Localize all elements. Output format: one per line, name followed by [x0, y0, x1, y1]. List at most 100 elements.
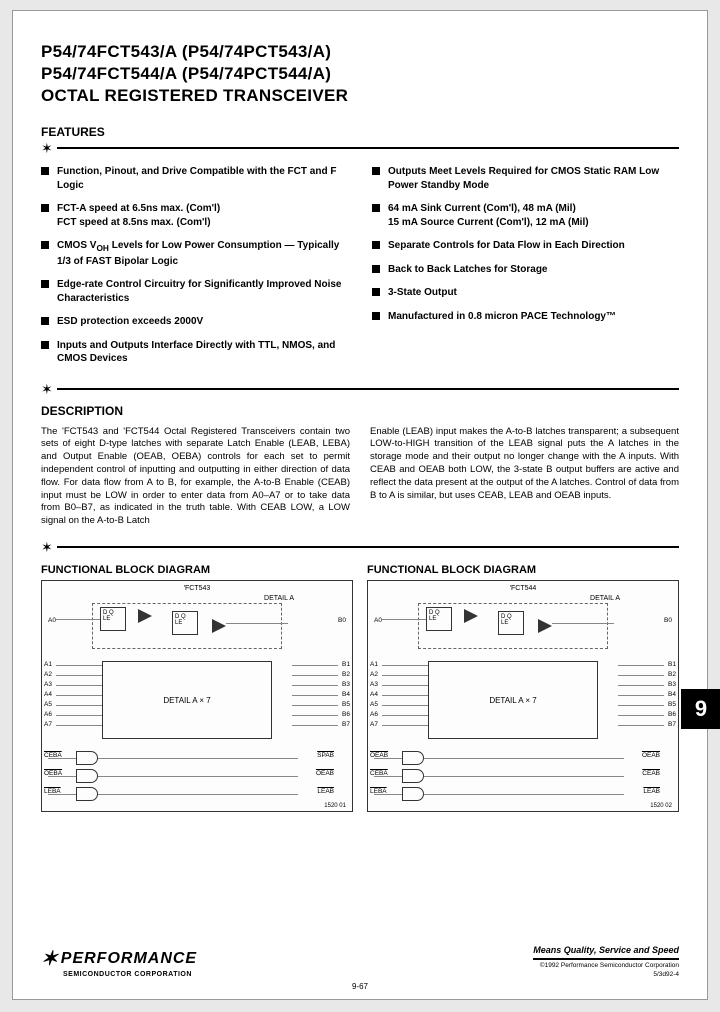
feature-text: 64 mA Sink Current (Com'l), 48 mA (Mil)1… [388, 202, 679, 229]
bullet-icon [41, 167, 49, 175]
features-heading: FEATURES [41, 125, 679, 139]
pin-line [56, 715, 102, 716]
pin-label: B2 [342, 671, 350, 678]
diagram-left-box: 'FCT543DETAIL AD QLED QLEDETAIL A × 7A0A… [41, 580, 353, 812]
feature-text: Manufactured in 0.8 micron PACE Technolo… [388, 310, 679, 324]
diagram-left-column: FUNCTIONAL BLOCK DIAGRAM 'FCT543DETAIL A… [41, 564, 353, 812]
pin-label: B0 [664, 617, 672, 624]
wire [382, 619, 426, 620]
page-title: P54/74FCT543/A (P54/74PCT543/A) P54/74FC… [41, 41, 679, 107]
gate-icon [402, 751, 424, 765]
dff-block: D QLE [426, 607, 452, 631]
pin-line [56, 665, 102, 666]
feature-text: CMOS VOH Levels for Low Power Consumptio… [57, 239, 348, 268]
bullet-icon [41, 341, 49, 349]
dff-block: D QLE [172, 611, 198, 635]
bullet-icon [372, 312, 380, 320]
pin-line [292, 705, 338, 706]
gate-icon [76, 751, 98, 765]
detail-block: DETAIL A × 7 [428, 661, 598, 739]
pin-label: A7 [44, 721, 52, 728]
footer-rule [533, 958, 679, 960]
bullet-icon [41, 241, 49, 249]
pin-label: B6 [668, 711, 676, 718]
detail-label: DETAIL A [264, 595, 294, 602]
pin-line [56, 685, 102, 686]
bullet-icon [41, 280, 49, 288]
pin-label: A2 [370, 671, 378, 678]
feature-item: Edge-rate Control Circuitry for Signific… [41, 278, 348, 305]
pin-label: A3 [370, 681, 378, 688]
pin-label: A1 [370, 661, 378, 668]
pin-line [382, 695, 428, 696]
gate-icon [402, 769, 424, 783]
pin-line [56, 695, 102, 696]
feature-text: Outputs Meet Levels Required for CMOS St… [388, 165, 679, 192]
gate-icon [402, 787, 424, 801]
gate-icon [76, 787, 98, 801]
ctrl-line [98, 758, 298, 759]
pin-label: A4 [44, 691, 52, 698]
pin-line [618, 725, 664, 726]
logo-text: PERFORMANCE [61, 950, 197, 968]
pin-label: B0 [338, 617, 346, 624]
feature-item: ESD protection exceeds 2000V [41, 315, 348, 329]
doc-number: 5/3d92-4 [533, 971, 679, 978]
description-body: The 'FCT543 and 'FCT544 Octal Registered… [41, 426, 679, 529]
pin-label: B6 [342, 711, 350, 718]
pin-line [292, 675, 338, 676]
bullet-icon [372, 167, 380, 175]
pin-label: A1 [44, 661, 52, 668]
feature-text: 3-State Output [388, 286, 679, 300]
feature-item: Separate Controls for Data Flow in Each … [372, 239, 679, 253]
feature-item: FCT-A speed at 6.5ns max. (Com'l)FCT spe… [41, 202, 348, 229]
diagram-heading-left: FUNCTIONAL BLOCK DIAGRAM [41, 564, 353, 576]
feature-item: Back to Back Latches for Storage [372, 263, 679, 277]
tagline: Means Quality, Service and Speed [533, 945, 679, 955]
ctrl-label: LEAB [317, 788, 334, 795]
pin-line [382, 705, 428, 706]
buffer-icon [138, 609, 152, 623]
ctrl-line [98, 776, 298, 777]
ctrl-label: OEAB [642, 752, 660, 759]
pin-label: B1 [342, 661, 350, 668]
copyright: ©1992 Performance Semiconductor Corporat… [533, 962, 679, 969]
pin-label: B3 [342, 681, 350, 688]
diagram-right-box: 'FCT544DETAIL AD QLED QLEDETAIL A × 7A0A… [367, 580, 679, 812]
pin-line [292, 695, 338, 696]
ctrl-label: LEBA [370, 788, 387, 795]
pin-line [56, 675, 102, 676]
pin-label: A2 [44, 671, 52, 678]
ctrl-line [98, 794, 298, 795]
pin-label: B2 [668, 671, 676, 678]
feature-text: Inputs and Outputs Interface Directly wi… [57, 339, 348, 366]
feature-text: Separate Controls for Data Flow in Each … [388, 239, 679, 253]
pin-label: B5 [342, 701, 350, 708]
features-columns: Function, Pinout, and Drive Compatible w… [41, 165, 679, 375]
wire [552, 623, 614, 624]
pin-line [56, 705, 102, 706]
pin-label: A6 [370, 711, 378, 718]
dff-block: D QLE [498, 611, 524, 635]
pin-line [618, 675, 664, 676]
pin-label: B4 [668, 691, 676, 698]
feature-item: Outputs Meet Levels Required for CMOS St… [372, 165, 679, 192]
diagram-heading-right: FUNCTIONAL BLOCK DIAGRAM [367, 564, 679, 576]
page-footer: ✶ PERFORMANCE SEMICONDUCTOR CORPORATION … [41, 945, 679, 991]
bullet-icon [372, 265, 380, 273]
bullet-icon [372, 288, 380, 296]
gate-icon [76, 769, 98, 783]
pin-line [292, 665, 338, 666]
divider: ✶ [41, 382, 679, 396]
pin-label: A0 [48, 617, 56, 624]
features-left-column: Function, Pinout, and Drive Compatible w… [41, 165, 348, 375]
detail-label: DETAIL A [590, 595, 620, 602]
divider: ✶ [41, 540, 679, 554]
feature-item: Inputs and Outputs Interface Directly wi… [41, 339, 348, 366]
section-tab: 9 [681, 689, 720, 729]
pin-line [292, 725, 338, 726]
pin-line [618, 665, 664, 666]
ctrl-line [424, 776, 624, 777]
ctrl-label: CEBA [370, 770, 388, 777]
ctrl-label: OEAB [316, 770, 334, 777]
